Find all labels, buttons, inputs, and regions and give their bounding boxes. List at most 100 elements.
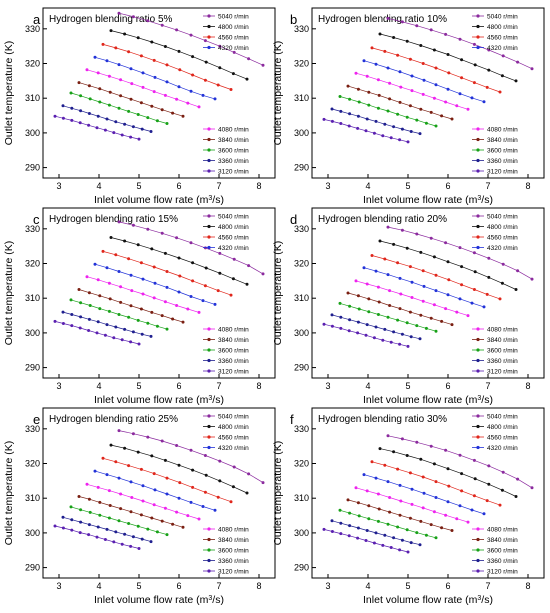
data-point: [354, 279, 358, 283]
data-point: [165, 492, 169, 496]
data-point: [70, 313, 74, 316]
data-point: [409, 541, 413, 545]
data-point: [434, 480, 438, 484]
data-point: [470, 96, 474, 100]
panel-a: a Hydrogen blending ratio 5% 3 4 5 6 7 8 290 300 3…: [3, 7, 276, 206]
x-axis-label: Inlet volume flow rate (m3/s): [363, 594, 493, 606]
data-point: [108, 504, 112, 507]
data-point: [389, 340, 393, 344]
series-4560: [370, 460, 502, 507]
x-tick-label: 3: [325, 381, 330, 391]
data-point: [103, 333, 107, 337]
data-point: [432, 96, 436, 100]
data-point: [114, 460, 118, 464]
data-point: [87, 112, 91, 115]
data-point: [330, 107, 334, 111]
data-point: [514, 79, 518, 83]
data-point: [415, 232, 419, 236]
data-point: [130, 289, 134, 293]
data-point: [482, 512, 486, 516]
data-point: [171, 111, 175, 115]
legend-marker: [476, 245, 480, 250]
data-point: [432, 303, 436, 307]
legend-marker: [207, 537, 211, 542]
data-point: [357, 307, 361, 311]
series-4080: [354, 279, 470, 318]
y-tick-label: 330: [294, 24, 309, 34]
legend-marker: [476, 414, 480, 418]
series-3360: [61, 104, 153, 133]
data-point: [473, 63, 477, 67]
data-point: [383, 327, 387, 331]
data-point: [108, 90, 112, 94]
series-line: [110, 444, 248, 494]
data-point: [197, 310, 201, 314]
data-point: [88, 510, 92, 514]
legend-label: 3600 r/min: [218, 147, 249, 154]
data-point: [117, 106, 121, 110]
data-point: [421, 475, 425, 479]
data-point: [432, 48, 436, 52]
series-line: [371, 255, 501, 300]
data-point: [429, 236, 433, 240]
data-point: [398, 548, 402, 552]
legend-label: 3600 r/min: [487, 147, 518, 154]
data-point: [191, 55, 195, 59]
legend-label: 4320 r/min: [487, 445, 518, 452]
data-point: [129, 135, 133, 139]
data-point: [516, 60, 520, 64]
legend-marker: [207, 558, 211, 563]
data-point: [446, 53, 450, 56]
series-4800: [109, 443, 249, 495]
series-line: [379, 448, 517, 497]
data-point: [381, 543, 385, 547]
legend-label: 4080 r/min: [487, 126, 518, 133]
data-point: [348, 511, 352, 515]
data-point: [415, 118, 419, 122]
data-point: [347, 329, 351, 333]
data-point: [419, 457, 423, 461]
legend-label: 3600 r/min: [487, 547, 518, 554]
legend-entry: 4560 r/min: [203, 234, 249, 241]
data-point: [79, 508, 83, 512]
data-point: [422, 491, 426, 495]
legend-marker: [207, 224, 211, 229]
data-point: [131, 535, 135, 539]
data-point: [136, 524, 140, 528]
legend-marker: [207, 35, 211, 39]
data-point: [247, 264, 251, 268]
data-point: [383, 122, 387, 126]
data-point: [440, 319, 444, 323]
x-tick-label: 5: [405, 581, 410, 591]
data-point: [136, 36, 140, 40]
data-point: [229, 500, 233, 504]
y-axis-label: Outlet temperature (K): [3, 441, 15, 545]
x-tick-label: 7: [485, 181, 490, 191]
data-point: [69, 91, 73, 95]
legend-marker: [207, 214, 211, 218]
data-point: [421, 506, 425, 510]
data-point: [376, 285, 380, 289]
legend-marker: [207, 24, 211, 29]
data-point: [367, 310, 371, 314]
legend-entry: 3600 r/min: [472, 547, 518, 554]
data-point: [203, 39, 207, 43]
plot-frame: [311, 7, 545, 179]
data-point: [105, 473, 109, 477]
data-point: [150, 310, 154, 314]
data-point: [446, 467, 450, 471]
data-point: [98, 100, 102, 104]
data-point: [400, 20, 404, 24]
x-tick-label: 3: [56, 181, 61, 191]
data-point: [377, 507, 381, 511]
legend-marker: [207, 127, 211, 131]
data-point: [487, 48, 491, 52]
y-tick-label: 300: [25, 528, 40, 538]
data-point: [419, 107, 423, 111]
data-point: [139, 307, 143, 311]
legend-entry: 3360 r/min: [203, 358, 249, 365]
data-point: [117, 313, 121, 316]
legend-label: 4800 r/min: [218, 224, 249, 231]
data-point: [386, 66, 390, 70]
data-point: [191, 279, 195, 283]
